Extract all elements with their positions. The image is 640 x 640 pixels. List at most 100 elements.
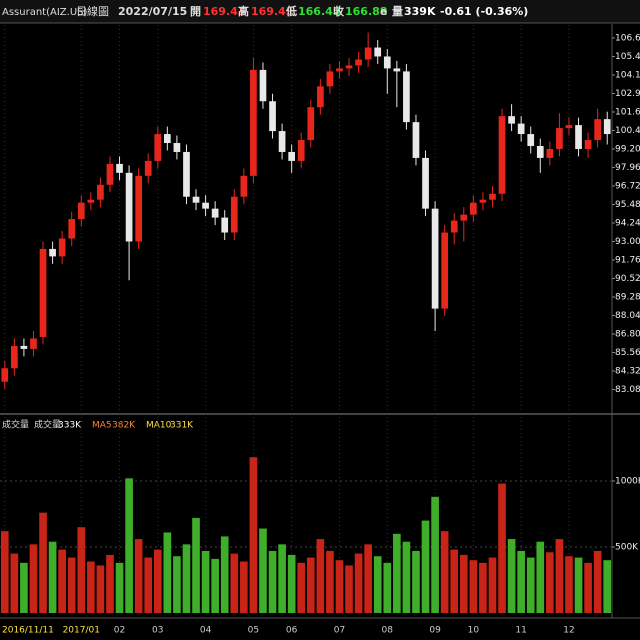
candle-body (575, 125, 582, 149)
volume-bar (153, 549, 162, 613)
high: 169.43 (251, 5, 293, 18)
x-tick-label: 12 (563, 626, 574, 636)
volume-bar (96, 565, 105, 613)
candle-body (192, 196, 200, 203)
candle-body (584, 140, 592, 149)
candle-body (508, 116, 515, 124)
volume-bar (173, 556, 181, 613)
y-tick-label: 105.40 (615, 52, 640, 62)
volume-bar (240, 561, 248, 613)
header: Assurant(AIZ.US) 日線圖 2022/07/15 開 169.43… (2, 4, 528, 18)
volume-bar (517, 550, 525, 613)
y-tick-label: 83.08 (615, 385, 640, 395)
low: 166.45 (298, 5, 340, 18)
volume-bar (0, 531, 9, 613)
candle-body (211, 208, 219, 218)
candle-body (39, 248, 47, 337)
candle-body (441, 232, 449, 309)
volume-bar (507, 539, 516, 613)
candle-body (316, 86, 324, 108)
candle-body (230, 196, 238, 233)
candle-body (546, 148, 554, 158)
volume-bar (316, 539, 325, 613)
candle-body (58, 238, 66, 257)
candle-body (288, 151, 296, 161)
candle-body (603, 119, 611, 135)
volume-bar (220, 536, 229, 613)
candle-body (116, 163, 123, 173)
volume-bar (603, 560, 612, 613)
candle-body (527, 134, 535, 146)
y-tick-label: 101.68 (615, 107, 640, 117)
candle-body (259, 69, 267, 102)
volume-bar (211, 558, 219, 613)
ma5-value: 382K (112, 421, 136, 431)
volume-bar (383, 562, 392, 613)
y-tick-label: 106.64 (615, 33, 640, 43)
candle-body (383, 56, 391, 69)
candle-body (355, 59, 362, 66)
candle-body (326, 71, 334, 87)
volume-bar (526, 557, 535, 613)
candle-body (594, 119, 602, 141)
y-tick-label: 90.52 (615, 274, 640, 284)
candle-body (269, 101, 276, 132)
candle-body (144, 160, 152, 176)
candle-body (489, 193, 496, 200)
volume-bar (306, 557, 315, 613)
x-tick-label: 11 (515, 626, 526, 636)
volume-value: 333K (58, 421, 82, 431)
y-tick-label: 100.44 (615, 126, 640, 136)
volume-bar (278, 544, 286, 613)
y-tick-label: 84.32 (615, 366, 640, 376)
label: 高 (238, 4, 249, 18)
candle-body (403, 71, 410, 123)
candle-body (450, 220, 458, 233)
volume-title: 成交量 (2, 419, 29, 431)
candle-body (297, 140, 305, 161)
y-tick-label: 104.16 (615, 70, 640, 80)
candle-body (498, 116, 506, 194)
volume-bar (498, 483, 506, 613)
candle-body (345, 65, 353, 69)
candle-body (556, 128, 563, 149)
y-tick-label: 85.56 (615, 348, 640, 358)
close: 166.88 (345, 5, 387, 18)
candle-body (68, 219, 76, 239)
volume-bar (584, 562, 592, 613)
y-tick-label: 96.72 (615, 181, 640, 191)
symbol: Assurant(AIZ.US) (2, 7, 87, 18)
label: 收 (333, 4, 344, 18)
candle-body (336, 68, 343, 72)
candle-body (364, 47, 372, 60)
y-tick-label: 99.20 (615, 144, 640, 154)
candle-body (479, 199, 487, 203)
volume-bar (48, 541, 57, 613)
volume-bar (574, 557, 583, 613)
y-tick-label: 89.28 (615, 292, 640, 302)
y-tick-label: 91.76 (615, 255, 640, 265)
volume-bar (345, 565, 353, 613)
volume-bar (364, 544, 372, 613)
candle-body (163, 134, 171, 144)
candle-body (154, 134, 162, 161)
candle-body (517, 123, 525, 135)
candle-body (221, 217, 229, 233)
candle-body (536, 145, 544, 158)
candle-body (1, 368, 9, 382)
volume-bar (421, 520, 430, 613)
candle-body (87, 199, 95, 203)
x-tick-label: 06 (286, 626, 298, 636)
candle-body (250, 69, 257, 176)
x-tick-label: 09 (429, 626, 441, 636)
label: 低 (285, 4, 297, 18)
volume-bar (182, 544, 191, 613)
label: 成交量 (34, 419, 61, 431)
volume-bar (201, 550, 210, 613)
volume-bar (459, 554, 468, 613)
x-tick-label: 04 (200, 626, 212, 636)
volume-bar (39, 512, 47, 613)
candle-body (422, 157, 429, 209)
candle-body (173, 143, 181, 152)
volume-bar (479, 562, 487, 613)
